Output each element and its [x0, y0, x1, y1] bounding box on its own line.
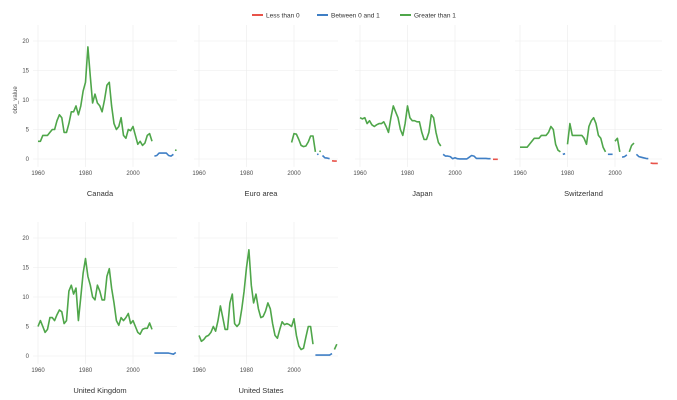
x-tick-label: 1980 [401, 171, 415, 177]
facet-label: United States [238, 386, 283, 395]
x-tick-label: 2000 [608, 171, 622, 177]
panel-japan: 1960 1980 2000 Japan [353, 25, 500, 198]
x-tick-label: 1980 [240, 171, 254, 177]
facet-label: Euro area [245, 189, 279, 198]
x-tick-label: 2000 [126, 171, 140, 177]
series-line-pos [290, 132, 317, 153]
series-line-pos [38, 46, 153, 147]
series-line-mid [154, 152, 174, 157]
x-tick-label: 1960 [513, 171, 527, 177]
y-tick-label: 10 [22, 295, 29, 301]
facet-label: Canada [87, 189, 114, 198]
series-point-mid [316, 153, 319, 156]
series-line-mid [621, 154, 628, 158]
series-line-pos [37, 257, 153, 336]
series-point-pos [319, 150, 321, 153]
x-tick-label: 1960 [31, 171, 45, 177]
legend-label: Between 0 and 1 [331, 12, 380, 19]
x-tick-label: 2000 [126, 368, 140, 374]
panel-united-kingdom: 0 5 10 15 20 1960 1980 2000 United Kingdom [22, 222, 177, 395]
series-line-pos [566, 116, 607, 153]
legend-label: Less than 0 [266, 12, 300, 19]
x-tick-label: 2000 [448, 171, 462, 177]
y-tick-label: 0 [26, 157, 30, 163]
y-tick-label: 15 [22, 266, 29, 272]
panel-euro-area: 1960 1980 2000 Euro area [192, 25, 338, 198]
y-axis-title: obs_value [13, 86, 19, 114]
x-tick-label: 1960 [353, 171, 367, 177]
facet-label: United Kingdom [73, 386, 126, 395]
facet-label: Switzerland [564, 189, 603, 198]
y-tick-label: 20 [22, 236, 29, 242]
series-line-mid [635, 153, 649, 160]
series-line-mid [442, 153, 491, 160]
series-line-mid [154, 351, 177, 356]
x-tick-label: 1960 [192, 368, 206, 374]
legend-item: Greater than 1 [400, 12, 456, 19]
x-tick-label: 1980 [79, 368, 93, 374]
panel-switzerland: 1960 1980 2000 Switzerland [513, 25, 662, 198]
series-line-mid [562, 152, 566, 156]
series-line-mid [315, 352, 333, 356]
legend-item: Less than 0 [252, 12, 300, 19]
series-line-pos [359, 105, 442, 147]
panel-united-states: 1960 1980 2000 United States [192, 222, 338, 395]
panel-canada: 0 5 10 15 20 1960 1980 2000 Canada [22, 25, 177, 198]
series-line-mid [321, 154, 330, 160]
x-tick-label: 1960 [31, 368, 45, 374]
series-line-pos [628, 142, 635, 153]
series-line-pos [614, 137, 621, 153]
y-tick-label: 5 [26, 128, 30, 134]
series-line-pos [520, 125, 561, 153]
facet-label: Japan [412, 189, 432, 198]
y-tick-label: 20 [22, 39, 29, 45]
x-tick-label: 1980 [240, 368, 254, 374]
y-tick-label: 10 [22, 98, 29, 104]
y-tick-label: 0 [26, 354, 30, 360]
x-tick-label: 1960 [192, 171, 206, 177]
x-tick-label: 2000 [287, 368, 301, 374]
legend-label: Greater than 1 [414, 12, 456, 19]
x-tick-label: 1980 [79, 171, 93, 177]
x-tick-label: 2000 [287, 171, 301, 177]
series-point-pos [174, 149, 177, 152]
series-line-pos [198, 249, 314, 351]
legend-item: Between 0 and 1 [317, 12, 380, 19]
y-tick-label: 5 [26, 325, 30, 331]
series-line-pos [333, 343, 338, 350]
x-tick-label: 1980 [561, 171, 575, 177]
y-tick-label: 15 [22, 69, 29, 75]
